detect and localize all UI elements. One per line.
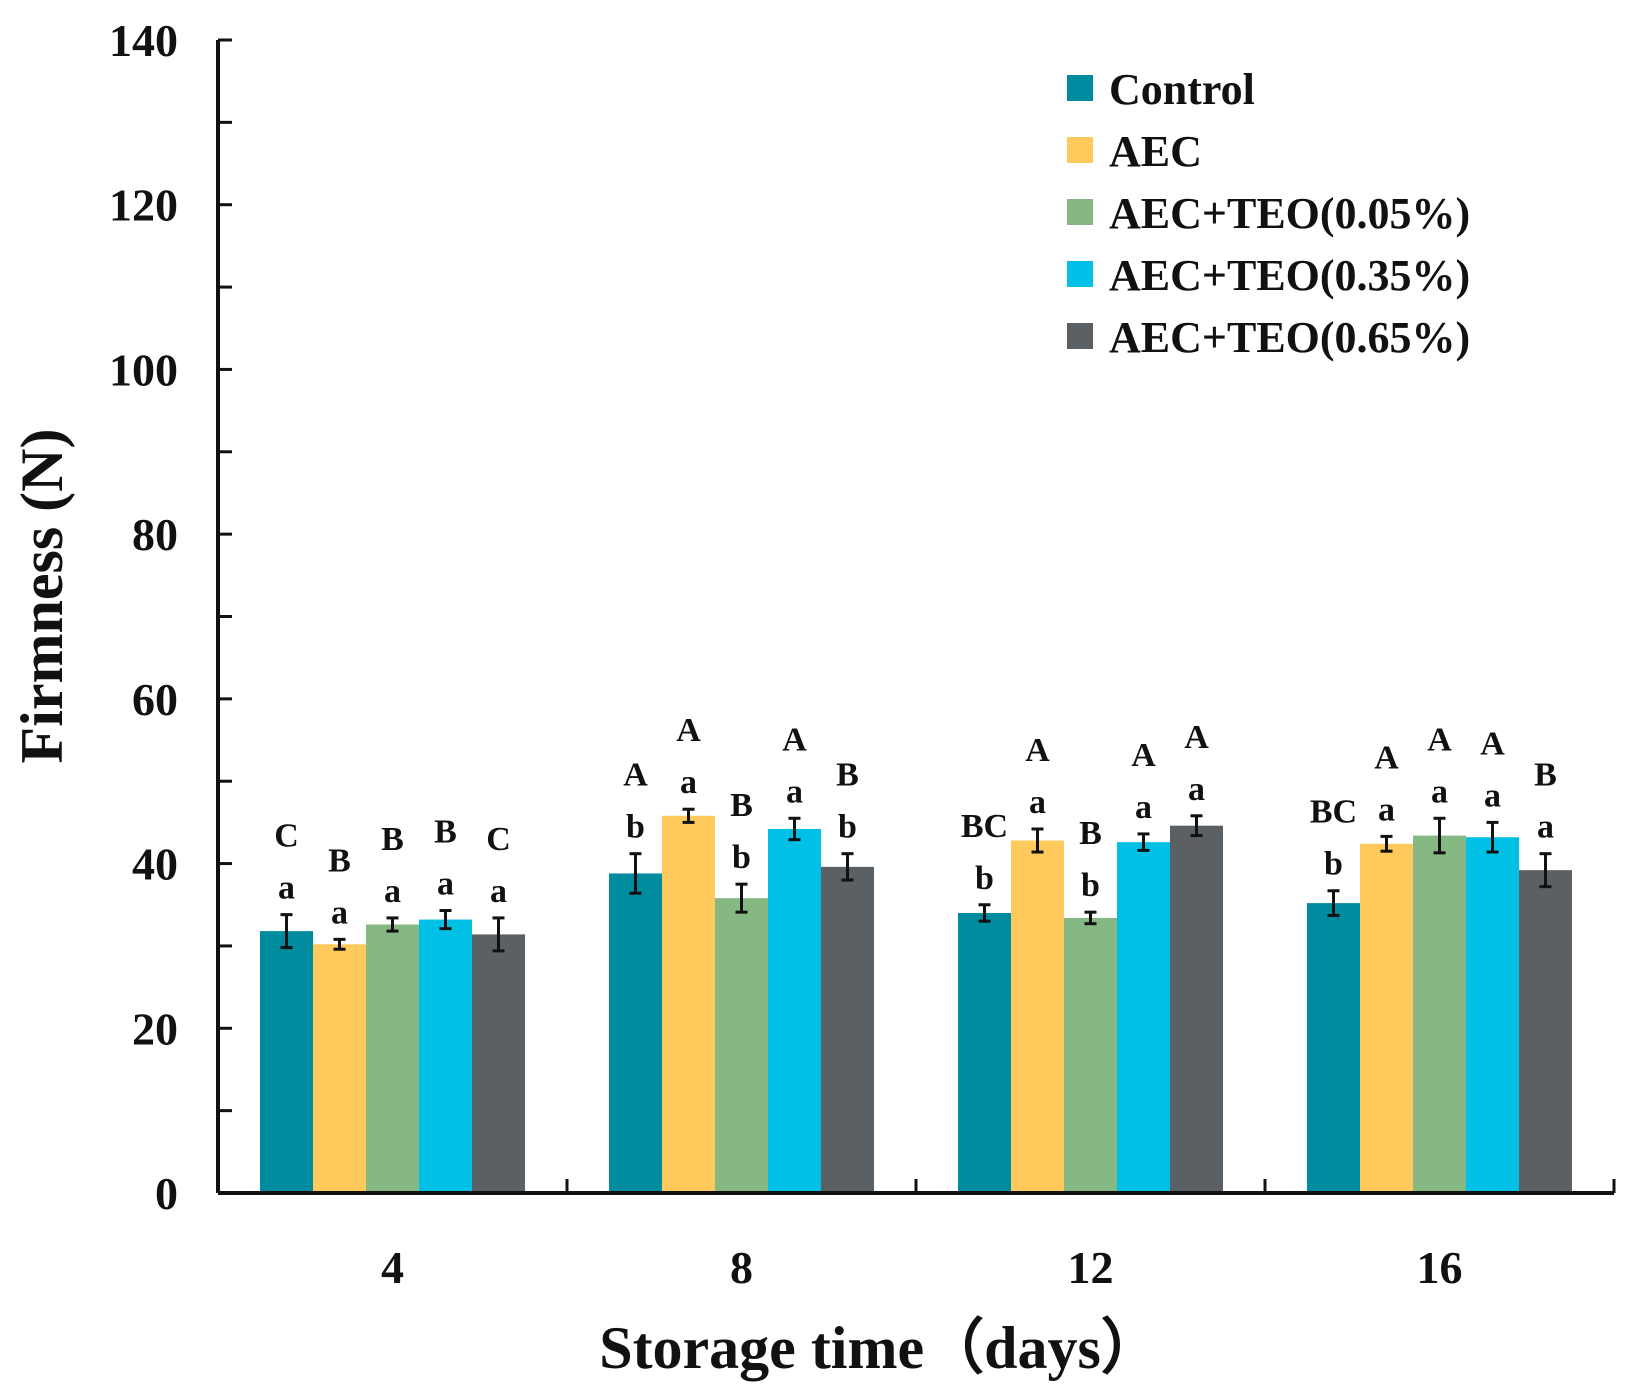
bar-day16-series0 — [1307, 903, 1360, 1193]
x-tick-label-16: 16 — [1417, 1242, 1463, 1293]
x-axis-title: Storage time（days） — [599, 1314, 1161, 1381]
bar-day4-series1 — [313, 944, 366, 1193]
upper-letter-day16-series0: BC — [1310, 794, 1357, 831]
bar-day4-series3 — [419, 919, 472, 1193]
lower-letter-day4-series4: a — [490, 873, 507, 910]
upper-letter-day12-series3: A — [1131, 737, 1156, 774]
x-tick-label-4: 4 — [381, 1242, 404, 1293]
upper-letter-day4-series1: B — [328, 842, 351, 879]
x-tick-label-12: 12 — [1068, 1242, 1114, 1293]
lower-letter-day12-series2: b — [1081, 867, 1100, 904]
upper-letter-day16-series3: A — [1480, 725, 1505, 762]
bar-day12-series4 — [1170, 825, 1223, 1193]
bar-day16-series3 — [1466, 837, 1519, 1193]
legend-swatch-series3 — [1067, 261, 1093, 287]
lower-letter-day12-series0: b — [975, 860, 994, 897]
lower-letter-day4-series1: a — [331, 894, 348, 931]
lower-letter-day12-series3: a — [1135, 789, 1152, 826]
upper-letter-day12-series4: A — [1184, 719, 1209, 756]
lower-letter-day8-series3: a — [786, 773, 803, 810]
y-tick-label-40: 40 — [132, 839, 178, 890]
bar-day16-series4 — [1519, 870, 1572, 1193]
upper-letter-day4-series4: C — [486, 821, 511, 858]
bar-day16-series2 — [1413, 835, 1466, 1193]
upper-letter-day4-series2: B — [381, 821, 404, 858]
errorbars-layer — [280, 807, 1552, 953]
lower-letter-day8-series2: b — [732, 839, 751, 876]
legend-label-series4: AEC+TEO(0.65%) — [1109, 313, 1470, 362]
y-tick-label-120: 120 — [109, 180, 178, 231]
upper-letter-day16-series2: A — [1427, 721, 1452, 758]
axes-layer: 0 20 40 60 80 100 120 140 4 8 12 16 — [109, 15, 1616, 1293]
lower-letter-day12-series4: a — [1188, 771, 1205, 808]
lower-letter-day8-series4: b — [838, 809, 857, 846]
lower-letter-day16-series1: a — [1378, 791, 1395, 828]
y-tick-label-140: 140 — [109, 15, 178, 66]
lower-letter-day16-series2: a — [1431, 773, 1448, 810]
upper-letter-day8-series1: A — [676, 712, 701, 749]
bar-day4-series0 — [260, 931, 313, 1193]
bars-layer — [260, 815, 1572, 1193]
y-tick-label-60: 60 — [132, 674, 178, 725]
legend-label-series1: AEC — [1109, 127, 1202, 176]
legend-swatch-series0 — [1067, 75, 1093, 101]
bar-day4-series2 — [366, 924, 419, 1193]
legend-swatch-series1 — [1067, 137, 1093, 163]
upper-letter-day16-series4: B — [1534, 757, 1557, 794]
lower-letter-day12-series1: a — [1029, 784, 1046, 821]
upper-letter-day12-series0: BC — [961, 808, 1008, 845]
upper-letter-day8-series4: B — [836, 757, 859, 794]
bar-day12-series1 — [1011, 840, 1064, 1193]
upper-letter-day12-series2: B — [1079, 815, 1102, 852]
lower-letter-day16-series4: a — [1537, 809, 1554, 846]
y-tick-label-0: 0 — [155, 1168, 178, 1219]
lower-letter-day4-series2: a — [384, 873, 401, 910]
bar-day8-series1 — [662, 815, 715, 1193]
legend-label-series0: Control — [1109, 65, 1255, 114]
upper-letter-day4-series3: B — [434, 814, 457, 851]
lower-letter-day4-series3: a — [437, 866, 454, 903]
lower-letter-day16-series0: b — [1324, 846, 1343, 883]
bar-day8-series3 — [768, 828, 821, 1193]
y-tick-label-20: 20 — [132, 1003, 178, 1054]
legend: Control AEC AEC+TEO(0.05%) AEC+TEO(0.35%) AE… — [1067, 65, 1470, 362]
y-tick-label-80: 80 — [132, 509, 178, 560]
upper-letter-day4-series0: C — [274, 818, 299, 855]
lower-letter-day16-series3: a — [1484, 777, 1501, 814]
lower-letter-day8-series0: b — [626, 809, 645, 846]
bar-day8-series2 — [715, 898, 768, 1193]
upper-letter-day12-series1: A — [1025, 732, 1050, 769]
lower-letter-day4-series0: a — [278, 870, 295, 907]
x-tick-label-8: 8 — [730, 1242, 753, 1293]
upper-letter-day8-series3: A — [782, 721, 807, 758]
upper-letter-day16-series1: A — [1374, 739, 1399, 776]
y-tick-label-100: 100 — [109, 344, 178, 395]
legend-label-series3: AEC+TEO(0.35%) — [1109, 251, 1470, 300]
legend-label-series2: AEC+TEO(0.05%) — [1109, 189, 1470, 238]
bar-day8-series4 — [821, 866, 874, 1193]
legend-swatch-series4 — [1067, 323, 1093, 349]
bar-day12-series2 — [1064, 917, 1117, 1193]
lower-letter-day8-series1: a — [680, 764, 697, 801]
legend-swatch-series2 — [1067, 199, 1093, 225]
upper-letter-day8-series2: B — [730, 787, 753, 824]
bar-day12-series0 — [958, 912, 1011, 1193]
bar-day8-series0 — [609, 873, 662, 1193]
bar-day4-series4 — [472, 934, 525, 1193]
upper-letter-day8-series0: A — [623, 757, 648, 794]
bar-day16-series1 — [1360, 843, 1413, 1193]
bar-day12-series3 — [1117, 842, 1170, 1193]
y-axis-title: Firmness (N) — [9, 429, 75, 764]
